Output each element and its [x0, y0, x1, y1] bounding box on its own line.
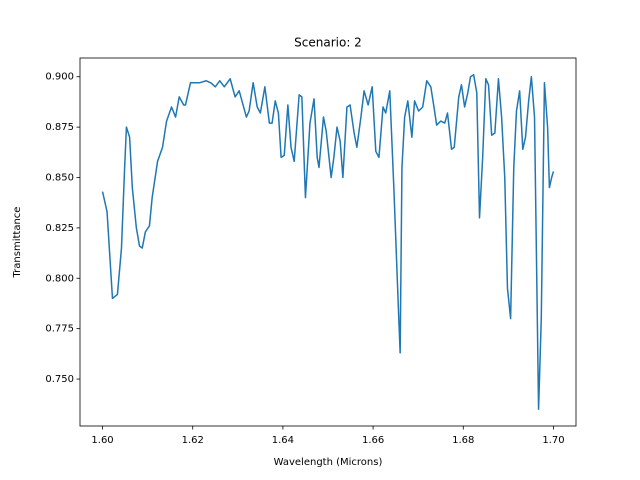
- y-tick-label: 0.800: [45, 273, 74, 284]
- y-tick-label: 0.875: [45, 122, 74, 133]
- y-tick-label: 0.775: [45, 324, 74, 335]
- y-axis-label: Transmittance: [12, 207, 23, 279]
- x-tick-label: 1.62: [182, 435, 204, 446]
- x-tick-label: 1.68: [452, 435, 474, 446]
- x-axis-label: Wavelength (Microns): [274, 457, 383, 468]
- data-line: [101, 73, 555, 411]
- y-tick-label: 0.750: [45, 374, 74, 385]
- x-tick-label: 1.66: [362, 435, 384, 446]
- y-tick-label: 0.825: [45, 223, 74, 234]
- x-tick-label: 1.60: [91, 435, 113, 446]
- axes-frame: [79, 57, 577, 427]
- x-tick-label: 1.70: [542, 435, 564, 446]
- chart-title: Scenario: 2: [294, 36, 362, 50]
- x-tick-label: 1.64: [272, 435, 294, 446]
- y-tick-label: 0.900: [45, 72, 74, 83]
- y-tick-label: 0.850: [45, 173, 74, 184]
